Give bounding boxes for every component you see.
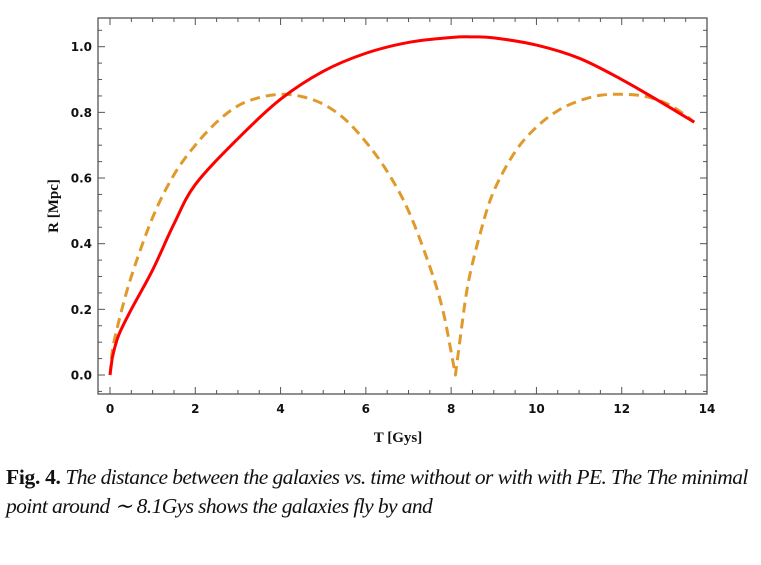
x-tick-label: 10 <box>528 402 545 416</box>
x-tick-label: 2 <box>191 402 199 416</box>
x-tick-label: 4 <box>276 402 284 416</box>
caption-label: Fig. 4. <box>6 465 61 489</box>
series-layer <box>108 35 696 377</box>
x-tick-label: 6 <box>362 402 370 416</box>
x-tick-label: 8 <box>447 402 455 416</box>
y-tick-label: 0.6 <box>71 172 92 186</box>
caption-text: The distance between the galaxies vs. ti… <box>6 465 748 518</box>
tick-labels: 0 2 4 6 8 10 12 14 0.0 0.2 0.4 0.6 0.8 1.0 <box>71 40 716 416</box>
axis-ticks <box>98 18 708 394</box>
x-tick-label: 14 <box>699 402 716 416</box>
y-tick-label: 0.8 <box>71 106 92 120</box>
y-tick-label: 1.0 <box>71 40 92 54</box>
y-tick-label: 0.2 <box>71 303 92 317</box>
chart: 0 2 4 6 8 10 12 14 0.0 0.2 0.4 0.6 0.8 1.0 T [Gys] R … <box>46 17 716 446</box>
x-tick-label: 0 <box>106 402 114 416</box>
x-tick-label: 12 <box>613 402 630 416</box>
x-axis-label: T [Gys] <box>374 430 422 446</box>
series-solid-line <box>108 35 695 376</box>
figure-caption: Fig. 4. The distance between the galaxie… <box>6 463 758 520</box>
y-axis-label: R [Mpc] <box>46 179 62 233</box>
y-tick-label: 0.4 <box>71 237 92 251</box>
plot-frame <box>97 17 708 395</box>
y-tick-label: 0.0 <box>71 369 92 383</box>
series-dashed-line <box>108 92 696 377</box>
